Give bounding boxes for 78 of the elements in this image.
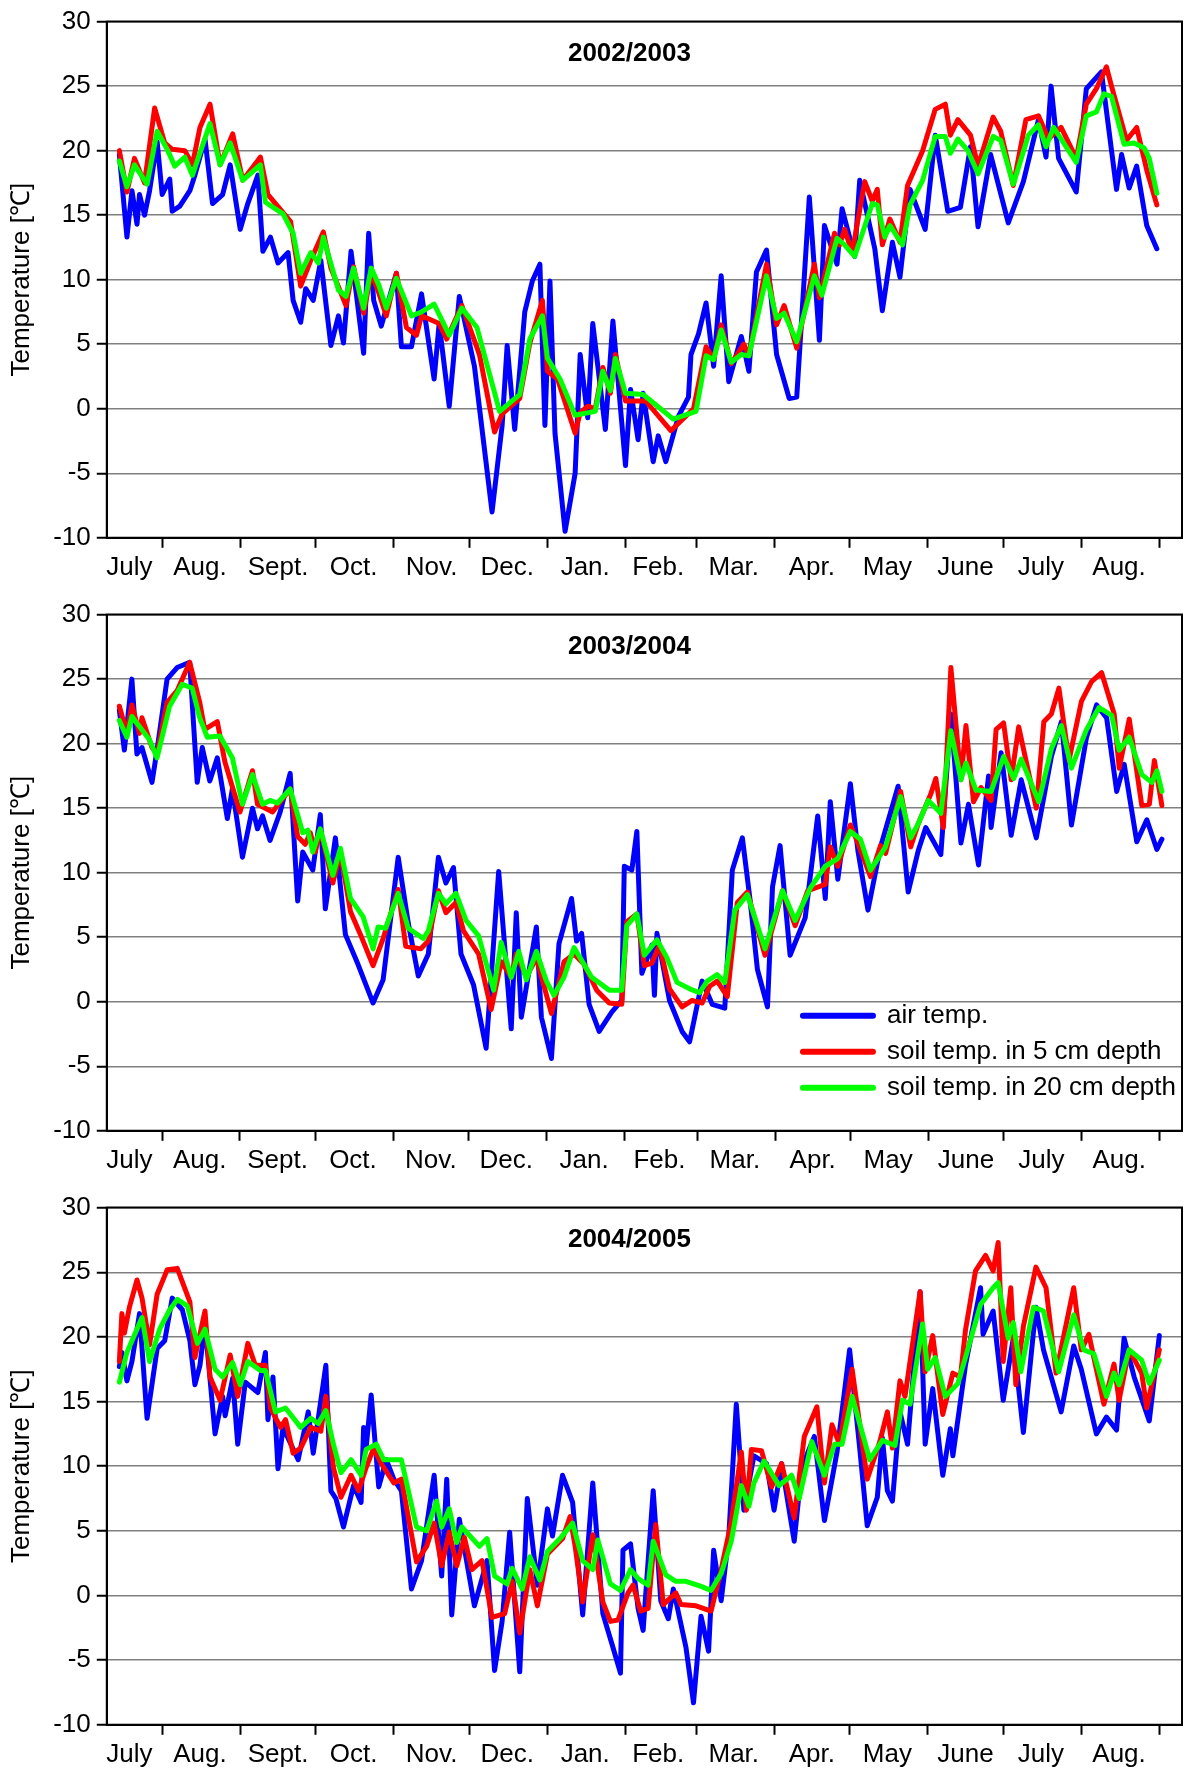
legend-label: soil temp. in 20 cm depth [886, 1070, 1177, 1101]
y-tick-label: 5 [76, 327, 91, 358]
x-tick-label: Sept. [247, 1737, 309, 1768]
x-tick-label: Apr. [788, 1737, 835, 1768]
y-tick-label: 30 [61, 4, 91, 35]
x-tick-label: Feb. [632, 550, 685, 581]
x-tick-label: May [862, 1737, 912, 1768]
y-tick-label: -5 [67, 1643, 91, 1674]
x-tick-label: Oct. [329, 550, 378, 581]
x-tick-label: Nov. [405, 1737, 458, 1768]
x-tick-label: Sept. [247, 1143, 308, 1174]
x-tick-label: Oct. [329, 1737, 378, 1768]
x-tick-label: Apr. [788, 550, 835, 581]
x-tick-label: June [937, 1737, 994, 1768]
y-axis-title: Temperature [℃] [4, 1369, 35, 1564]
x-tick-label: Nov. [405, 550, 458, 581]
x-tick-label: July [1017, 550, 1065, 581]
x-tick-label: Jan. [560, 550, 610, 581]
x-tick-label: Dec. [480, 1737, 534, 1768]
x-tick-label: Aug. [173, 1737, 227, 1768]
y-tick-label: 30 [61, 1190, 91, 1221]
x-tick-label: Aug. [1092, 550, 1146, 581]
x-tick-label: Mar. [708, 550, 760, 581]
x-tick-label: June [937, 1143, 995, 1174]
x-tick-label: Oct. [329, 1143, 377, 1174]
y-tick-label: 30 [61, 597, 91, 628]
x-tick-label: Feb. [633, 1143, 686, 1174]
y-tick-label: 10 [61, 1449, 91, 1480]
y-tick-label: 25 [61, 1255, 91, 1286]
x-tick-label: Aug. [1092, 1143, 1146, 1174]
y-tick-label: 25 [61, 662, 91, 693]
y-tick-label: 25 [61, 69, 91, 100]
y-tick-label: -5 [67, 456, 91, 487]
x-tick-label: Mar. [708, 1737, 760, 1768]
x-tick-label: July [106, 1737, 153, 1768]
x-tick-label: June [937, 550, 994, 581]
y-tick-label: 20 [61, 133, 91, 164]
x-tick-label: Dec. [479, 1143, 533, 1174]
x-tick-label: Jan. [559, 1143, 609, 1174]
text: 2002/2003 [567, 36, 691, 67]
y-tick-label: 10 [61, 855, 91, 886]
x-tick-label: Nov. [405, 1143, 457, 1174]
y-tick-label: 0 [76, 1578, 91, 1609]
y-tick-label: 20 [61, 1320, 91, 1351]
x-tick-label: Dec. [480, 550, 534, 581]
y-tick-label: 15 [61, 198, 91, 229]
x-tick-label: Aug. [172, 1143, 227, 1174]
y-tick-label: -10 [53, 520, 91, 551]
x-tick-label: July [106, 1143, 153, 1174]
x-tick-label: Aug. [173, 550, 227, 581]
x-tick-label: Mar. [709, 1143, 761, 1174]
y-axis-title: Temperature [℃] [4, 182, 35, 377]
x-tick-label: Jan. [560, 1737, 610, 1768]
x-tick-label: Aug. [1092, 1737, 1146, 1768]
x-tick-label: July [1017, 1737, 1065, 1768]
y-tick-label: 15 [61, 791, 91, 822]
text: 2004/2005 [567, 1222, 691, 1253]
x-tick-label: Feb. [632, 1737, 685, 1768]
legend-label: air temp. [886, 998, 989, 1029]
text: 2003/2004 [567, 629, 692, 660]
x-tick-label: May [862, 550, 912, 581]
x-tick-label: July [1018, 1143, 1065, 1174]
y-axis-title: Temperature [℃] [4, 775, 35, 970]
y-tick-label: -10 [53, 1113, 91, 1144]
x-tick-label: Sept. [247, 550, 309, 581]
y-tick-label: 5 [76, 920, 91, 951]
y-tick-label: 0 [76, 391, 91, 422]
legend-label: soil temp. in 5 cm depth [886, 1034, 1162, 1065]
x-tick-label: May [863, 1143, 913, 1174]
y-tick-label: 0 [76, 984, 91, 1015]
y-tick-label: 10 [61, 262, 91, 293]
x-tick-label: Apr. [789, 1143, 836, 1174]
y-tick-label: -10 [53, 1707, 91, 1738]
x-tick-label: July [106, 550, 153, 581]
y-tick-label: 20 [61, 726, 91, 757]
y-tick-label: 5 [76, 1514, 91, 1545]
y-tick-label: 15 [61, 1384, 91, 1415]
y-tick-label: -5 [67, 1049, 91, 1080]
